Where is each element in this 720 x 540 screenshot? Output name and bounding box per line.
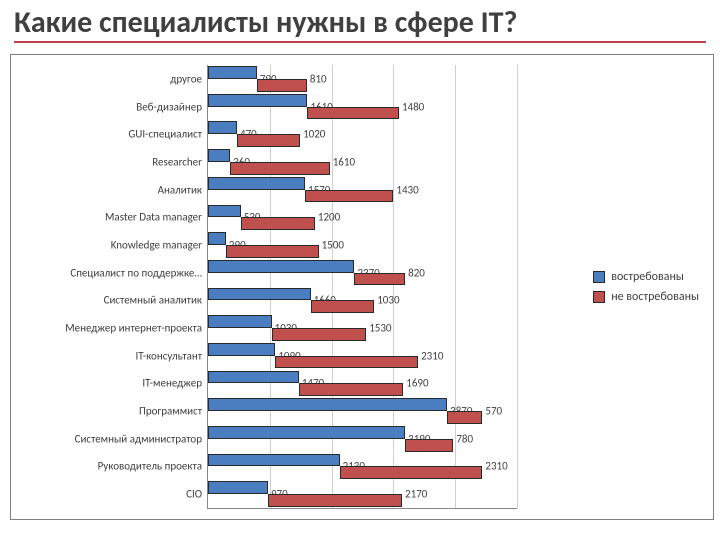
chart-row: CIO9702170 <box>208 480 517 508</box>
bar-series-2 <box>340 466 483 479</box>
value-label: 1500 <box>319 239 344 250</box>
bar-series-2 <box>226 245 319 258</box>
chart-row: IT-консультант10902310 <box>208 342 517 370</box>
chart-row: другое790810 <box>208 65 517 93</box>
bar-series-2 <box>268 494 402 507</box>
chart-row: Master Data manager5301200 <box>208 203 517 231</box>
slide: Какие специалисты нужны в сфере IT? друг… <box>0 0 720 540</box>
category-label: Специалист по поддержке… <box>70 267 208 278</box>
gridline <box>517 65 518 508</box>
legend-swatch-1 <box>593 271 605 283</box>
value-label: 2310 <box>482 461 507 472</box>
value-label: 1690 <box>403 378 428 389</box>
chart-row: Веб-дизайнер16101480 <box>208 93 517 121</box>
bar-series-2 <box>272 328 367 341</box>
chart-row: IT-менеджер14701690 <box>208 370 517 398</box>
bar-series-1 <box>208 426 405 439</box>
bar-series-1 <box>208 398 447 411</box>
category-label: Master Data manager <box>105 212 208 223</box>
bar-series-2 <box>275 356 418 369</box>
bar-series-1 <box>208 343 275 356</box>
category-label: Researcher <box>152 156 208 167</box>
value-label: 1030 <box>374 295 399 306</box>
bar-series-2 <box>405 439 453 452</box>
category-label: Программист <box>139 406 208 417</box>
bar-series-1 <box>208 315 272 328</box>
legend-label-1: востребованы <box>611 270 684 284</box>
bar-series-1 <box>208 371 299 384</box>
legend-item: не востребованы <box>593 290 699 304</box>
bar-series-2 <box>299 383 403 396</box>
value-label: 780 <box>453 433 473 444</box>
category-label: CIO <box>186 489 208 500</box>
value-label: 810 <box>307 73 327 84</box>
bar-series-2 <box>447 411 482 424</box>
category-label: GUI-специалист <box>128 129 208 140</box>
value-label: 570 <box>482 406 502 417</box>
chart-row: Специалист по поддержке…2370820 <box>208 259 517 287</box>
category-label: Веб-дизайнер <box>136 101 208 112</box>
bar-series-1 <box>208 260 354 273</box>
chart-row: Системный аналитик16601030 <box>208 287 517 315</box>
category-label: Аналитик <box>158 184 208 195</box>
legend: востребованы не востребованы <box>593 264 699 310</box>
chart-row: Менеджер интернет-проекта10301530 <box>208 314 517 342</box>
value-label: 1530 <box>366 323 391 334</box>
bar-series-1 <box>208 454 340 467</box>
category-label: Системный администратор <box>75 433 208 444</box>
value-label: 2310 <box>418 350 443 361</box>
category-label: Knowledge manager <box>111 239 208 250</box>
bar-series-1 <box>208 205 241 218</box>
bar-series-1 <box>208 121 237 134</box>
bar-series-1 <box>208 94 307 107</box>
chart-container: другое790810Веб-дизайнер16101480GUI-спец… <box>10 54 714 520</box>
legend-label-2: не востребованы <box>611 290 699 304</box>
bar-series-2 <box>257 79 307 92</box>
bar-series-1 <box>208 481 268 494</box>
plot-area: другое790810Веб-дизайнер16101480GUI-спец… <box>207 65 517 509</box>
bar-series-1 <box>208 177 305 190</box>
bar-series-2 <box>305 190 393 203</box>
value-label: 1610 <box>330 156 355 167</box>
chart-row: Программист3870570 <box>208 397 517 425</box>
category-label: Системный аналитик <box>104 295 208 306</box>
chart-row: Knowledge manager2901500 <box>208 231 517 259</box>
value-label: 820 <box>405 267 425 278</box>
value-label: 2170 <box>402 489 427 500</box>
value-label: 1200 <box>315 212 340 223</box>
page-title: Какие специалисты нужны в сфере IT? <box>14 6 706 43</box>
bar-series-1 <box>208 288 311 301</box>
bar-series-2 <box>354 273 405 286</box>
value-label: 1480 <box>399 101 424 112</box>
value-label: 1430 <box>393 184 418 195</box>
bar-series-2 <box>241 217 315 230</box>
bar-series-1 <box>208 66 257 79</box>
category-label: Менеджер интернет-проекта <box>65 323 208 334</box>
bar-series-2 <box>311 300 375 313</box>
bar-series-2 <box>237 134 300 147</box>
category-label: другое <box>170 73 208 84</box>
chart-row: GUI-специалист4701020 <box>208 120 517 148</box>
category-label: Руководитель проекта <box>98 461 208 472</box>
bar-series-1 <box>208 232 226 245</box>
chart-row: Системный администратор3190780 <box>208 425 517 453</box>
bar-series-1 <box>208 149 230 162</box>
chart-row: Руководитель проекта21302310 <box>208 453 517 481</box>
bar-series-2 <box>230 162 329 175</box>
legend-item: востребованы <box>593 270 699 284</box>
category-label: IT-менеджер <box>142 378 208 389</box>
value-label: 1020 <box>300 129 325 140</box>
bar-series-2 <box>307 107 398 120</box>
chart-row: Аналитик15701430 <box>208 176 517 204</box>
legend-swatch-2 <box>593 291 605 303</box>
category-label: IT-консультант <box>135 350 208 361</box>
chart-row: Researcher3601610 <box>208 148 517 176</box>
